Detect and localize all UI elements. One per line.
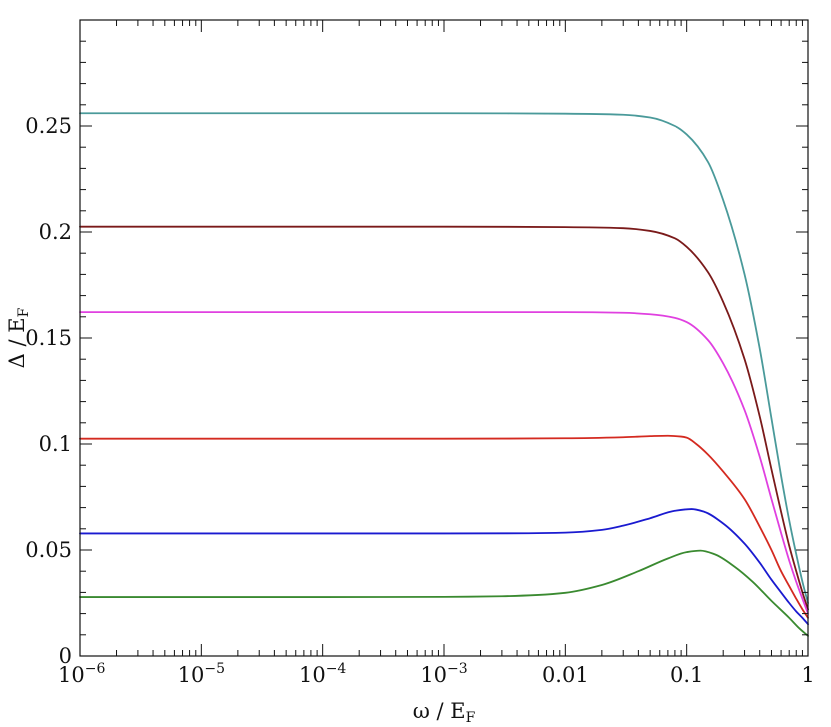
y-axis-label: Δ / EF (5, 307, 32, 368)
x-tick-label-base: 10 (420, 663, 447, 687)
x-tick-label-base: 10 (178, 663, 205, 687)
ticks-layer (79, 20, 809, 657)
x-tick-label-base: 0.01 (542, 663, 589, 687)
x-tick-label-base: 1 (801, 663, 814, 687)
plot-frame (79, 19, 809, 657)
y-tick-label: 0.15 (25, 326, 72, 350)
series-line-3 (79, 311, 809, 615)
y-tick-label: 0.2 (39, 220, 72, 244)
tick-labels-layer: 10−6 10−5 10−4 10−3 0.01 0.1 100.050.10.150.20… (25, 114, 814, 687)
x-tick-label-base: 10 (299, 663, 326, 687)
series-line-2 (79, 225, 809, 611)
x-tick-label-base: 0.1 (670, 663, 703, 687)
x-tick-label: 0.01 (542, 663, 589, 687)
x-tick-label-exponent: −3 (447, 661, 468, 677)
series-line-1 (79, 112, 809, 604)
y-tick-label: 0.05 (25, 538, 72, 562)
y-axis-label-subscript: F (16, 307, 32, 317)
x-axis-label: ω / EF (413, 699, 476, 726)
y-tick-label: 0.1 (39, 432, 72, 456)
x-tick-label: 10−6 (58, 661, 105, 687)
x-tick-label: 10−3 (420, 661, 467, 687)
y-tick-label: 0.25 (25, 114, 72, 138)
series-line-5 (79, 508, 809, 626)
x-tick-label-exponent: −6 (85, 661, 106, 677)
series-line-4 (79, 434, 809, 619)
series-line-6 (79, 549, 809, 637)
x-tick-label: 1 (801, 663, 814, 687)
x-tick-label: 10−4 (299, 661, 346, 687)
series-layer (79, 112, 809, 637)
x-tick-label-exponent: −5 (204, 661, 225, 677)
x-tick-label-exponent: −4 (326, 661, 347, 677)
x-axis-label-subscript: F (466, 710, 476, 726)
x-tick-label-base: 10 (58, 663, 85, 687)
x-tick-label: 10−5 (178, 661, 225, 687)
x-tick-label: 0.1 (670, 663, 703, 687)
y-tick-label: 0 (59, 644, 72, 668)
